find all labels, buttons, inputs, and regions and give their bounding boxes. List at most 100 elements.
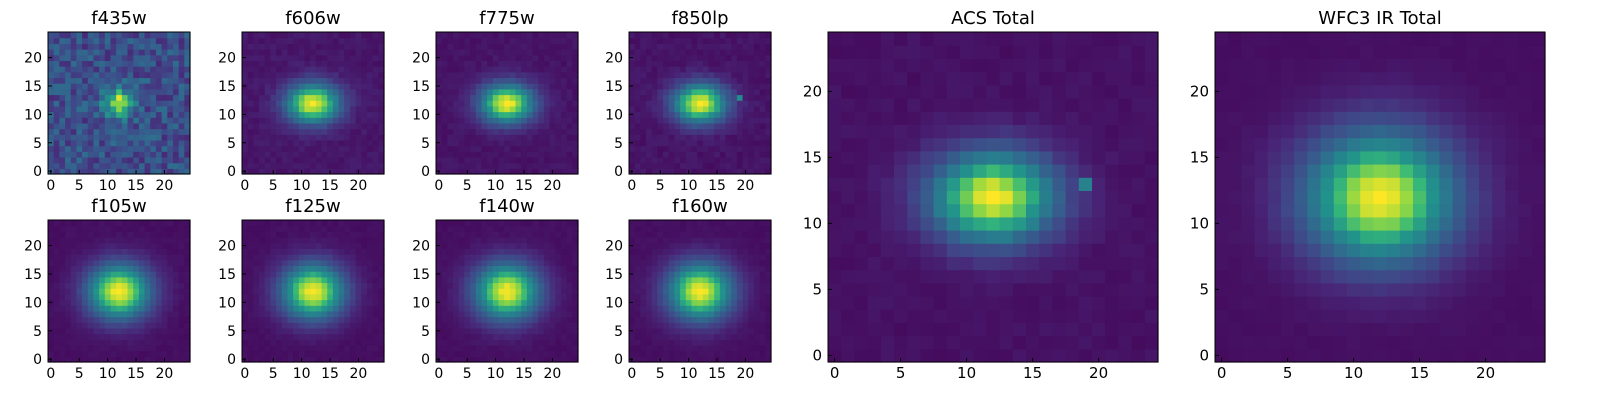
heatmap-cell: [543, 305, 551, 312]
heatmap-cell: [327, 271, 334, 278]
heatmap-cell: [680, 265, 687, 272]
heatmap-cell: [110, 344, 117, 352]
heatmap-cell: [560, 162, 568, 169]
heatmap-cell: [492, 145, 500, 152]
heatmap-cell: [144, 105, 151, 113]
heatmap-cell: [338, 282, 345, 289]
heatmap-cell: [538, 71, 545, 79]
heatmap-cell: [464, 220, 471, 227]
heatmap-cell: [366, 156, 374, 164]
heatmap-cell: [144, 83, 151, 90]
heatmap-cell: [691, 350, 698, 357]
heatmap-cell: [572, 299, 579, 306]
heatmap-cell: [668, 128, 676, 135]
heatmap-cell: [526, 271, 534, 278]
heatmap-cell: [685, 156, 693, 164]
heatmap-cell: [731, 282, 738, 289]
heatmap-cell: [287, 231, 294, 238]
heatmap-cell: [76, 156, 83, 164]
heatmap-cell: [276, 344, 283, 352]
heatmap-cell: [691, 66, 698, 73]
heatmap-cell: [372, 117, 379, 124]
heatmap-cell: [121, 32, 129, 39]
heatmap-cell: [685, 276, 693, 284]
heatmap-cell: [487, 225, 494, 232]
heatmap-cell: [504, 60, 511, 67]
heatmap-cell: [521, 288, 528, 295]
heatmap-cell: [572, 344, 579, 352]
heatmap-cell: [116, 242, 123, 249]
heatmap-cell: [355, 265, 362, 272]
heatmap-cell: [702, 88, 710, 96]
heatmap-cell: [498, 327, 505, 335]
heatmap-cell: [378, 237, 385, 244]
heatmap-cell: [338, 54, 345, 61]
heatmap-cell: [504, 259, 511, 267]
heatmap-cell: [634, 54, 641, 61]
heatmap-cell: [59, 122, 66, 130]
heatmap-cell: [178, 276, 185, 284]
heatmap-cell: [155, 356, 163, 363]
heatmap-cell: [70, 168, 77, 175]
heatmap-cell: [349, 66, 357, 73]
heatmap-cell: [498, 43, 505, 50]
heatmap-cell: [680, 305, 687, 312]
heatmap-cell: [349, 276, 357, 284]
heatmap-cell: [719, 60, 727, 67]
heatmap-cell: [640, 310, 647, 318]
heatmap-cell: [736, 100, 744, 107]
heatmap-cell: [436, 66, 443, 73]
heatmap-cell: [464, 288, 471, 295]
heatmap-cell: [498, 105, 505, 113]
heatmap-cell: [555, 49, 562, 56]
heatmap-cell: [498, 288, 505, 295]
heatmap-cell: [441, 316, 448, 323]
heatmap-cell: [355, 111, 362, 118]
heatmap-cell: [549, 117, 556, 124]
heatmap-cell: [53, 54, 60, 61]
heatmap-cell: [59, 242, 66, 249]
heatmap-cell: [276, 271, 283, 278]
heatmap-cell: [640, 66, 647, 73]
heatmap-cell: [748, 288, 755, 295]
heatmap-cell: [355, 32, 362, 39]
heatmap-cell: [293, 37, 300, 44]
heatmap-cell: [566, 122, 573, 130]
heatmap-cell: [355, 344, 362, 352]
heatmap-cell: [327, 100, 334, 107]
heatmap-cell: [566, 316, 573, 323]
heatmap-cell: [167, 265, 174, 272]
heatmap-cell: [441, 350, 448, 357]
heatmap-cell: [332, 77, 340, 84]
heatmap-cell: [110, 305, 117, 312]
heatmap-cell: [87, 316, 95, 323]
heatmap-cell: [133, 322, 140, 329]
heatmap-cell: [504, 282, 511, 289]
heatmap-cell: [521, 139, 528, 147]
heatmap-cell: [167, 105, 174, 113]
heatmap-cell: [572, 310, 579, 318]
heatmap-cell: [521, 32, 528, 39]
heatmap-cell: [521, 66, 528, 73]
heatmap-cell: [691, 145, 698, 152]
heatmap-cell: [504, 37, 511, 44]
heatmap-cell: [372, 100, 379, 107]
heatmap-cell: [685, 322, 693, 329]
heatmap-cell: [651, 305, 658, 312]
heatmap-cell: [259, 316, 266, 323]
heatmap-cell: [725, 71, 732, 79]
heatmap-cell: [492, 339, 500, 346]
heatmap-cell: [549, 88, 556, 96]
heatmap-cell: [436, 32, 443, 39]
heatmap-cell: [87, 271, 95, 278]
heatmap-cell: [327, 37, 334, 44]
heatmap-cell: [338, 77, 345, 84]
heatmap-cell: [48, 293, 55, 301]
heatmap-cell: [566, 344, 573, 352]
heatmap-cell: [742, 77, 749, 84]
heatmap-cell: [731, 100, 738, 107]
heatmap-cell: [184, 356, 191, 363]
heatmap-cell: [116, 282, 123, 289]
heatmap-cell: [378, 356, 385, 363]
heatmap-cell: [184, 111, 191, 118]
